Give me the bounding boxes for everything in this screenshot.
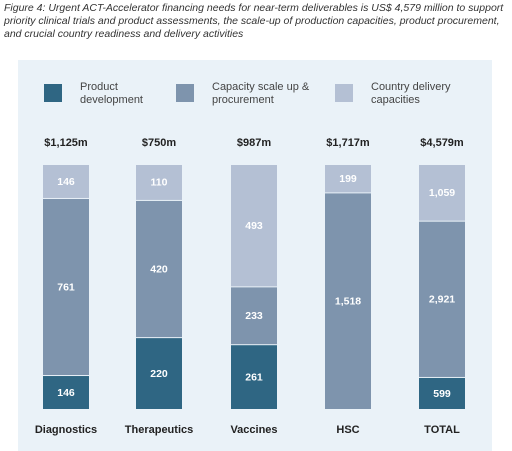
total-label: $1,717m	[326, 137, 370, 149]
value-label: 420	[150, 263, 168, 275]
value-label: 146	[57, 176, 75, 188]
bar	[136, 200, 182, 338]
x-tick-label: Therapeutics	[125, 424, 193, 436]
value-label: 261	[245, 371, 263, 383]
bar	[419, 377, 465, 409]
value-label: 233	[245, 310, 263, 322]
value-label: 146	[57, 387, 75, 399]
bar	[136, 165, 182, 200]
value-label: 1,059	[429, 187, 455, 199]
legend-swatch	[335, 84, 353, 102]
legend-label: Product development	[80, 81, 143, 106]
bar	[419, 221, 465, 377]
total-label: $4,579m	[420, 137, 464, 149]
value-label: 220	[150, 368, 168, 380]
x-tick-label: TOTAL	[424, 424, 460, 436]
value-label: 761	[57, 281, 75, 293]
legend-label: Capacity scale up & procurement	[212, 81, 310, 106]
x-tick-label: Vaccines	[230, 424, 277, 436]
value-label: 110	[151, 177, 168, 189]
total-label: $987m	[237, 137, 271, 149]
chart-title: Figure 4: Urgent ACT-Accelerator financi…	[4, 2, 504, 40]
bar	[325, 165, 371, 193]
x-tick-label: HSC	[336, 424, 359, 436]
value-label: 2,921	[429, 294, 455, 306]
bar	[231, 165, 277, 287]
legend-swatch	[44, 84, 62, 102]
bar	[43, 165, 89, 198]
value-label: 1,518	[335, 295, 361, 307]
bar	[43, 198, 89, 376]
bar	[136, 338, 182, 409]
legend-swatch	[176, 84, 194, 102]
value-label: 493	[245, 220, 263, 232]
total-label: $750m	[142, 137, 176, 149]
value-label: 599	[433, 388, 451, 400]
bar	[43, 376, 89, 409]
x-tick-label: Diagnostics	[35, 424, 97, 436]
total-label: $1,125m	[44, 137, 88, 149]
bar	[231, 287, 277, 345]
value-label: 199	[339, 173, 357, 185]
bar	[325, 193, 371, 409]
bar	[419, 165, 465, 221]
legend-label: Country delivery capacities	[371, 81, 451, 106]
bar	[231, 345, 277, 409]
